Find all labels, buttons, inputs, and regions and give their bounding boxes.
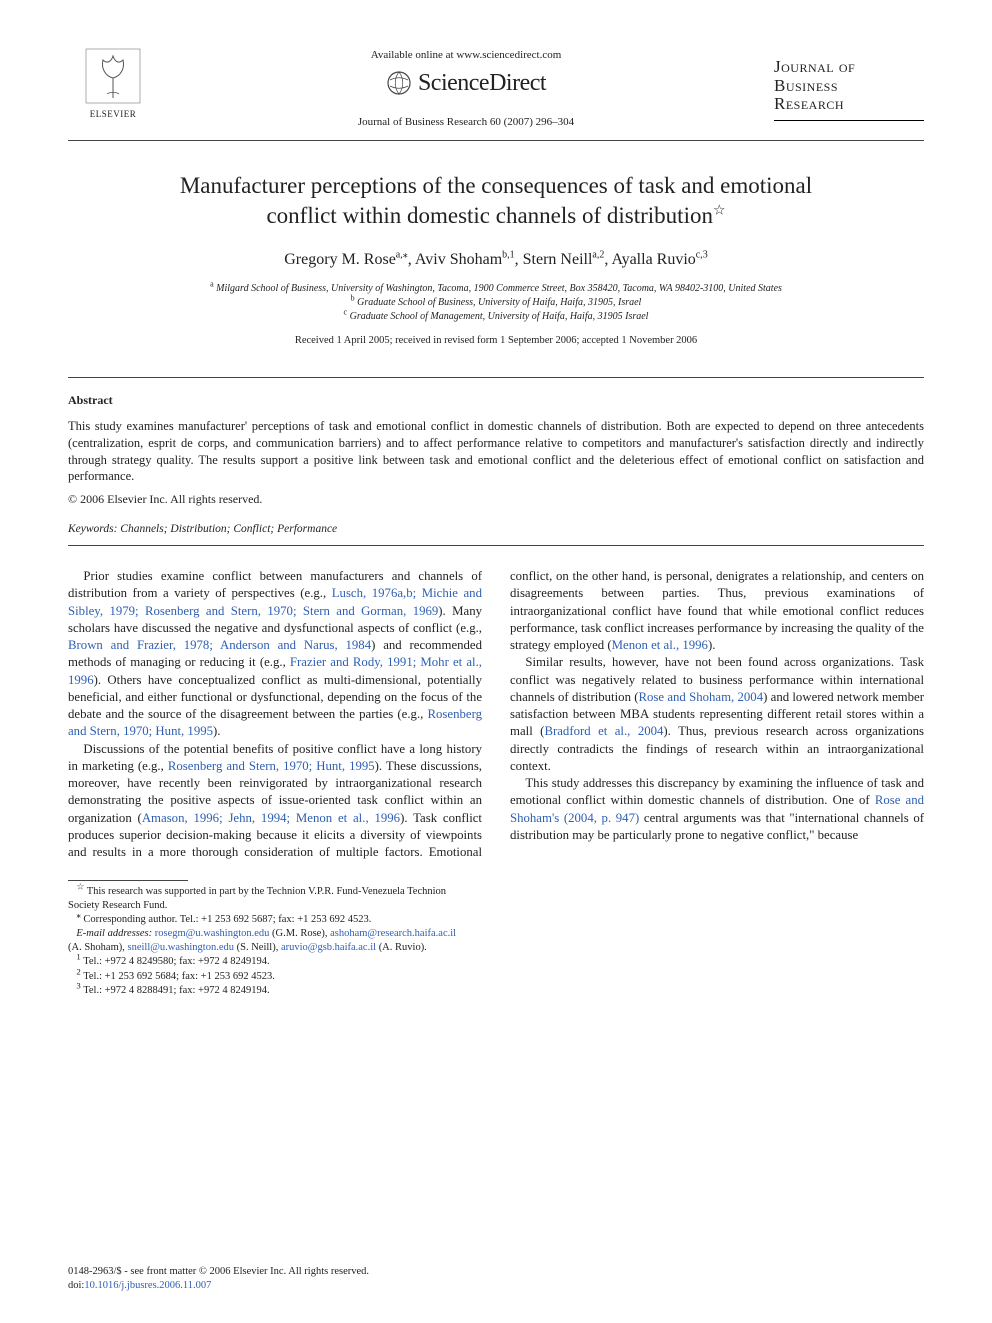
footnote-tel-2: 2 Tel.: +1 253 692 5684; fax: +1 253 692… (68, 970, 468, 984)
citation-link[interactable]: Rose and Shoham, 2004 (639, 690, 764, 704)
article-dates: Received 1 April 2005; received in revis… (68, 334, 924, 348)
affil-c: Graduate School of Management, Universit… (350, 311, 649, 322)
body-para-1: Prior studies examine conflict between m… (68, 568, 482, 741)
doi-link[interactable]: 10.1016/j.jbusres.2006.11.007 (84, 1280, 211, 1291)
footer-copyright: 0148-2963/$ - see front matter © 2006 El… (68, 1265, 369, 1279)
author-4-affil: c,3 (696, 250, 708, 261)
header-center: Available online at www.sciencedirect.co… (158, 48, 774, 130)
sciencedirect-ball-icon (386, 70, 412, 96)
footnotes-block: ☆ This research was supported in part by… (68, 876, 924, 998)
footnote-tel-1: 1 Tel.: +972 4 8249580; fax: +972 4 8249… (68, 955, 468, 969)
email-link[interactable]: aruvio@gsb.haifa.ac.il (281, 942, 376, 953)
author-2: Aviv Shoham (415, 251, 502, 268)
footer-doi-line: doi:10.1016/j.jbusres.2006.11.007 (68, 1279, 369, 1293)
journal-name-rule (774, 120, 924, 121)
body-para-3: Similar results, however, have not been … (510, 654, 924, 775)
journal-name-block: Journal of Business Research (774, 48, 924, 121)
abstract-top-rule (68, 377, 924, 378)
publisher-block: ELSEVIER (68, 48, 158, 120)
abstract-heading: Abstract (68, 392, 924, 408)
title-line1: Manufacturer perceptions of the conseque… (180, 173, 812, 198)
elsevier-tree-icon (85, 48, 141, 104)
journal-header: ELSEVIER Available online at www.science… (68, 48, 924, 141)
publisher-label: ELSEVIER (90, 108, 137, 120)
author-1: Gregory M. Rose (284, 251, 396, 268)
author-4: Ayalla Ruvio (611, 251, 695, 268)
email-link[interactable]: rosegm@u.washington.edu (155, 928, 270, 939)
article-body: Prior studies examine conflict between m… (68, 568, 924, 862)
keywords-line: Keywords: Channels; Distribution; Confli… (68, 522, 924, 538)
abstract-text: This study examines manufacturer' percep… (68, 418, 924, 486)
author-3: Stern Neill (523, 251, 593, 268)
footnotes: ☆ This research was supported in part by… (68, 885, 468, 998)
email-label: E-mail addresses: (76, 928, 152, 939)
citation-link[interactable]: Amason, 1996; Jehn, 1994; Menon et al., … (142, 811, 400, 825)
author-list: Gregory M. Rosea,⁎, Aviv Shohamb,1, Ster… (68, 249, 924, 271)
journal-name-line3: Research (774, 94, 844, 113)
page-footer: 0148-2963/$ - see front matter © 2006 El… (68, 1265, 369, 1293)
article-title: Manufacturer perceptions of the conseque… (98, 171, 894, 231)
sciencedirect-wordmark: ScienceDirect (418, 67, 546, 99)
keywords-value: Channels; Distribution; Conflict; Perfor… (120, 523, 337, 535)
author-1-affil: a,⁎ (396, 250, 408, 261)
abstract-copyright: © 2006 Elsevier Inc. All rights reserved… (68, 491, 924, 507)
author-3-affil: a,2 (592, 250, 604, 261)
email-link[interactable]: ashoham@research.haifa.ac.il (330, 928, 456, 939)
citation-line: Journal of Business Research 60 (2007) 2… (168, 115, 764, 130)
journal-name: Journal of Business Research (774, 58, 924, 114)
affiliation-list: a Milgard School of Business, University… (68, 282, 924, 324)
citation-link[interactable]: Rosenberg and Stern, 1970; Hunt, 1995 (168, 759, 375, 773)
doi-label: doi: (68, 1280, 84, 1291)
title-footnote-star-icon: ☆ (713, 203, 726, 218)
footnote-rule (68, 880, 188, 881)
email-link[interactable]: sneill@u.washington.edu (128, 942, 235, 953)
footnote-tel-3: 3 Tel.: +972 4 8288491; fax: +972 4 8249… (68, 984, 468, 998)
author-2-affil: b,1 (502, 250, 515, 261)
affil-a: Milgard School of Business, University o… (216, 283, 782, 294)
citation-link[interactable]: Menon et al., 1996 (612, 638, 708, 652)
journal-name-line1: Journal of (774, 57, 855, 76)
keywords-label: Keywords: (68, 523, 117, 535)
sciencedirect-logo: ScienceDirect (386, 67, 546, 99)
citation-link[interactable]: Brown and Frazier, 1978; Anderson and Na… (68, 638, 371, 652)
body-para-4: This study addresses this discrepancy by… (510, 775, 924, 844)
footnote-corresponding: ⁎ Corresponding author. Tel.: +1 253 692… (68, 913, 468, 927)
affil-b: Graduate School of Business, University … (357, 297, 641, 308)
title-line2: conflict within domestic channels of dis… (266, 203, 713, 228)
footnote-funding: ☆ This research was supported in part by… (68, 885, 468, 913)
available-online-text: Available online at www.sciencedirect.co… (168, 48, 764, 63)
journal-name-line2: Business (774, 76, 838, 95)
citation-link[interactable]: Bradford et al., 2004 (544, 724, 663, 738)
footnote-emails: E-mail addresses: rosegm@u.washington.ed… (68, 927, 468, 955)
abstract-bottom-rule (68, 545, 924, 546)
